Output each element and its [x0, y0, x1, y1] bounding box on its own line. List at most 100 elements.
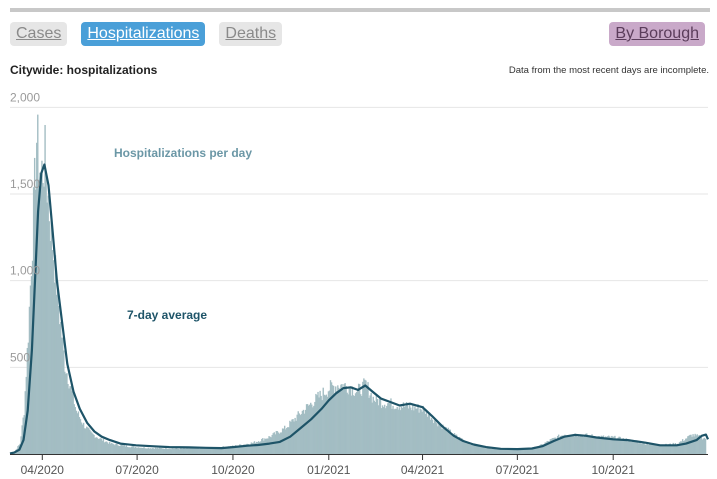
daily-bar [247, 444, 249, 454]
daily-bar [61, 337, 63, 454]
daily-bar [201, 447, 204, 454]
daily-bar [300, 414, 303, 454]
daily-bar [202, 448, 205, 454]
daily-bar [654, 445, 657, 454]
daily-bar [697, 435, 699, 454]
daily-bar [106, 442, 109, 454]
daily-bar [491, 449, 493, 454]
daily-bar [64, 371, 66, 454]
daily-bar [198, 448, 200, 454]
daily-bar [636, 441, 638, 454]
daily-bar [120, 444, 122, 454]
daily-bar [215, 448, 217, 454]
x-tick-label: 01/2021 [307, 463, 351, 477]
daily-bar [163, 448, 165, 454]
daily-bar [685, 438, 687, 454]
daily-bar [251, 443, 254, 454]
by-borough-button[interactable]: By Borough [609, 22, 705, 46]
daily-bar [395, 408, 397, 454]
daily-bar [316, 395, 318, 454]
daily-bar [539, 445, 541, 454]
daily-bar [77, 411, 80, 454]
daily-bar [35, 189, 37, 455]
daily-bar [696, 434, 698, 454]
daily-bar [614, 435, 616, 454]
tab-deaths[interactable]: Deaths [219, 22, 283, 46]
daily-bar [153, 448, 156, 454]
daily-bar [536, 448, 538, 454]
daily-bar [690, 434, 692, 454]
daily-bar [104, 441, 107, 454]
daily-bar [515, 450, 517, 454]
daily-bar [116, 443, 118, 454]
daily-bar [593, 437, 595, 454]
daily-bar [51, 250, 54, 454]
daily-bar [567, 435, 569, 454]
daily-bar [644, 444, 646, 454]
daily-bar [565, 435, 567, 454]
daily-bar [191, 448, 193, 454]
daily-bar [70, 386, 72, 454]
daily-bar [114, 445, 116, 454]
daily-bar [563, 436, 565, 454]
daily-bar [86, 426, 88, 454]
daily-bar [542, 444, 544, 454]
daily-bar [462, 439, 464, 454]
tab-hospitalizations[interactable]: Hospitalizations [81, 22, 206, 46]
daily-bar [315, 393, 317, 454]
daily-bar [587, 435, 589, 454]
daily-bar [537, 447, 539, 454]
daily-bar [427, 414, 430, 454]
daily-bar [431, 419, 434, 454]
daily-bar [274, 434, 277, 454]
daily-bar [352, 395, 355, 454]
daily-bar [488, 447, 490, 454]
daily-bar [72, 391, 74, 454]
daily-bar [421, 411, 423, 454]
daily-bar [622, 438, 624, 454]
tab-cases[interactable]: Cases [10, 22, 68, 46]
daily-bar [498, 448, 500, 454]
daily-bar [113, 444, 115, 454]
daily-bar [210, 448, 212, 454]
daily-bar [348, 386, 350, 454]
daily-bar [341, 384, 343, 454]
metric-tabs: Cases Hospitalizations Deaths [10, 22, 283, 46]
daily-bar [575, 436, 578, 454]
daily-bar [141, 447, 143, 454]
daily-bar [691, 436, 693, 454]
daily-bar [235, 445, 237, 454]
daily-bar [314, 401, 316, 454]
daily-bar [136, 447, 138, 454]
daily-bar [162, 448, 164, 454]
daily-bar [214, 447, 216, 454]
daily-bar [286, 427, 288, 454]
daily-bar [111, 442, 113, 454]
daily-bar [640, 443, 642, 454]
daily-bar [621, 440, 623, 454]
daily-bar [355, 391, 358, 454]
daily-bar [475, 445, 478, 454]
daily-bar [459, 436, 461, 454]
daily-bar [232, 446, 235, 454]
daily-bar [252, 442, 255, 454]
daily-bar [522, 448, 524, 454]
daily-bar [347, 394, 349, 454]
daily-bar [124, 446, 126, 454]
daily-bar [681, 439, 684, 454]
daily-bar [146, 448, 148, 454]
daily-bar [236, 446, 238, 454]
daily-bar [366, 385, 368, 454]
daily-bar [397, 409, 399, 454]
daily-bar [380, 408, 383, 454]
daily-bar [282, 428, 285, 454]
daily-bar [442, 424, 444, 454]
daily-bar [529, 448, 532, 454]
daily-bar [354, 393, 357, 454]
daily-bar [95, 437, 97, 454]
daily-bar [101, 440, 104, 454]
daily-bar [155, 448, 158, 454]
daily-bar [303, 413, 306, 454]
daily-bar [47, 195, 49, 455]
